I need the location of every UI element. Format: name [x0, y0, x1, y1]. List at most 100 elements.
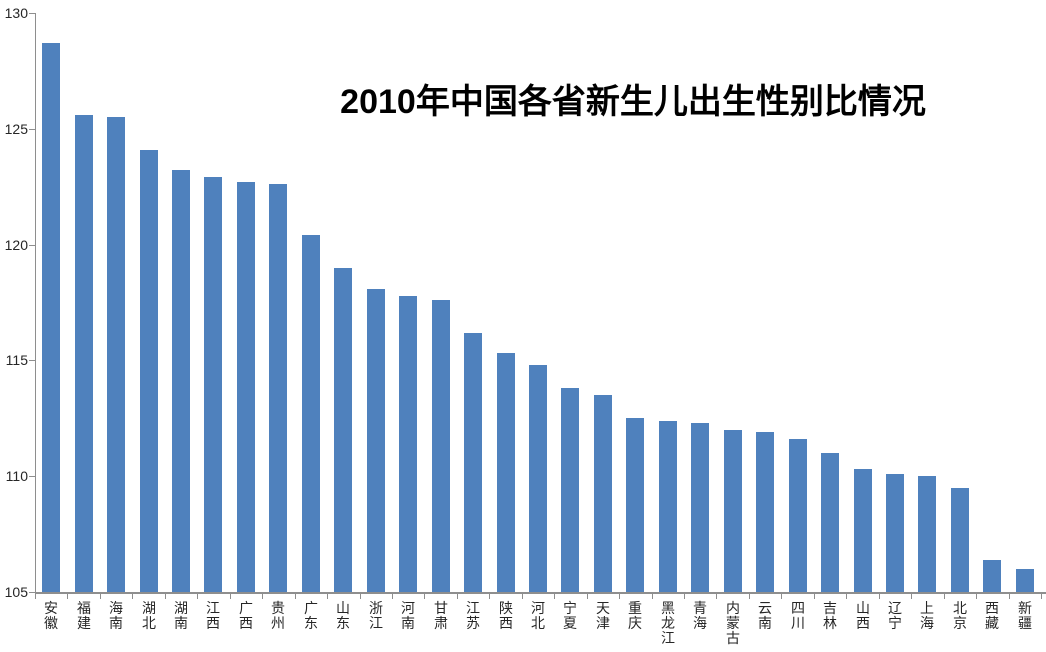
bar [659, 421, 677, 592]
bar [204, 177, 222, 592]
x-tick-mark [67, 594, 68, 599]
x-tick-label: 山 西 [856, 600, 870, 631]
x-tick-mark [522, 594, 523, 599]
x-tick-mark [911, 594, 912, 599]
x-tick-label: 吉 林 [823, 600, 837, 631]
y-tick-label: 110 [5, 468, 28, 484]
x-tick-label: 西 藏 [985, 600, 999, 631]
x-tick-mark [652, 594, 653, 599]
x-axis-line [35, 592, 1046, 594]
bar [1016, 569, 1034, 592]
x-tick-label: 湖 南 [174, 600, 188, 631]
bar [237, 182, 255, 592]
y-tick-mark [29, 13, 35, 14]
y-tick-mark [29, 592, 35, 593]
bar [724, 430, 742, 592]
bar [854, 469, 872, 592]
x-tick-mark [1041, 594, 1042, 599]
bar [561, 388, 579, 592]
y-tick-label: 130 [4, 5, 28, 21]
x-tick-label: 陕 西 [499, 600, 513, 631]
x-tick-label: 山 东 [336, 600, 350, 631]
x-tick-label: 河 北 [531, 600, 545, 631]
bar [367, 289, 385, 592]
x-tick-label: 青 海 [693, 600, 707, 631]
x-tick-label: 贵 州 [271, 600, 285, 631]
chart-title: 2010年中国各省新生儿出生性别比情况 [340, 83, 926, 121]
bar [432, 300, 450, 592]
x-tick-label: 新 疆 [1018, 600, 1032, 631]
bar [529, 365, 547, 592]
x-tick-mark [944, 594, 945, 599]
y-tick-label: 125 [4, 121, 28, 137]
x-tick-mark [554, 594, 555, 599]
y-tick-label: 120 [4, 237, 28, 253]
x-tick-label: 宁 夏 [563, 600, 577, 631]
x-tick-label: 辽 宁 [888, 600, 902, 631]
x-tick-label: 内 蒙 古 [726, 600, 740, 646]
x-tick-mark [976, 594, 977, 599]
x-tick-mark [879, 594, 880, 599]
y-tick-mark [29, 129, 35, 130]
x-tick-mark [587, 594, 588, 599]
bar [951, 488, 969, 592]
x-tick-mark [619, 594, 620, 599]
bar [140, 150, 158, 592]
bar [789, 439, 807, 592]
x-tick-mark [392, 594, 393, 599]
x-tick-mark [35, 594, 36, 599]
bar [107, 117, 125, 592]
x-tick-label: 河 南 [401, 600, 415, 631]
x-tick-label: 安 徽 [44, 600, 58, 631]
bar [269, 184, 287, 592]
x-tick-mark [749, 594, 750, 599]
x-tick-label: 天 津 [596, 600, 610, 631]
x-tick-mark [684, 594, 685, 599]
x-tick-mark [424, 594, 425, 599]
x-tick-label: 云 南 [758, 600, 772, 631]
x-tick-mark [327, 594, 328, 599]
bar [464, 333, 482, 592]
bar [756, 432, 774, 592]
y-tick-mark [29, 360, 35, 361]
x-tick-mark [360, 594, 361, 599]
x-tick-mark [262, 594, 263, 599]
x-tick-label: 黑 龙 江 [661, 600, 675, 646]
x-tick-mark [295, 594, 296, 599]
bar [983, 560, 1001, 592]
x-tick-label: 江 苏 [466, 600, 480, 631]
x-tick-mark [489, 594, 490, 599]
x-tick-label: 浙 江 [369, 600, 383, 631]
x-tick-label: 四 川 [791, 600, 805, 631]
x-tick-mark [197, 594, 198, 599]
x-tick-label: 上 海 [920, 600, 934, 631]
y-tick-label: 115 [5, 352, 28, 368]
x-tick-mark [1009, 594, 1010, 599]
bar [399, 296, 417, 592]
x-tick-label: 甘 肃 [434, 600, 448, 631]
y-tick-mark [29, 245, 35, 246]
bar [691, 423, 709, 592]
x-tick-label: 北 京 [953, 600, 967, 631]
x-tick-mark [716, 594, 717, 599]
x-tick-mark [230, 594, 231, 599]
x-tick-label: 广 西 [239, 600, 253, 631]
bar [334, 268, 352, 592]
x-tick-mark [165, 594, 166, 599]
bar [172, 170, 190, 592]
y-tick-mark [29, 476, 35, 477]
x-tick-label: 福 建 [77, 600, 91, 631]
y-axis-line [35, 13, 36, 592]
x-tick-label: 重 庆 [628, 600, 642, 631]
x-tick-label: 广 东 [304, 600, 318, 631]
bar [626, 418, 644, 592]
x-tick-mark [781, 594, 782, 599]
y-tick-label: 105 [4, 584, 28, 600]
bar [42, 43, 60, 592]
bar [594, 395, 612, 592]
x-tick-mark [846, 594, 847, 599]
bar [821, 453, 839, 592]
x-tick-label: 江 西 [206, 600, 220, 631]
bar [886, 474, 904, 592]
